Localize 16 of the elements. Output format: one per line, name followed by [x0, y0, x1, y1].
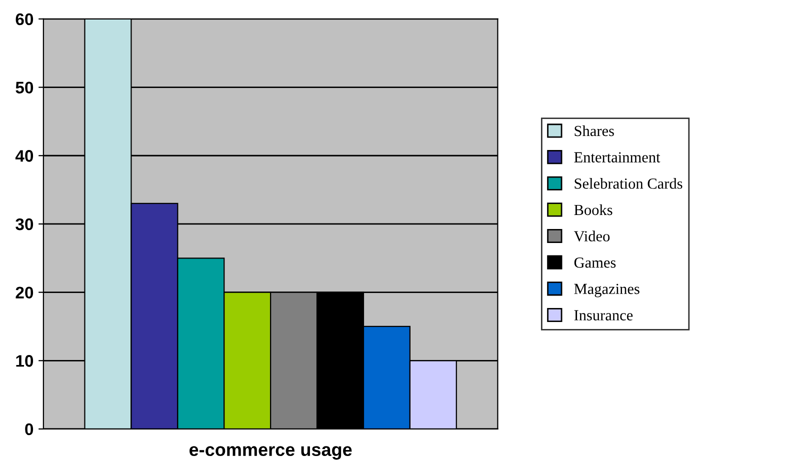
y-tick-label: 60 [16, 13, 34, 26]
y-tick-label: 10 [16, 355, 34, 367]
y-tick-label: 50 [16, 82, 34, 94]
x-tick-label: e-commerce usage [189, 446, 352, 460]
legend-label: Entertainment [574, 152, 660, 162]
legend-label: Games [574, 257, 616, 268]
y-tick-label: 40 [15, 150, 34, 162]
y-tick-label: 20 [16, 286, 34, 299]
legend-label: Selebration Cards [574, 178, 682, 189]
legend-label: Magazines [574, 284, 640, 298]
y-tick-label: 30 [16, 218, 34, 230]
legend-label: Shares [574, 125, 614, 136]
y-tick-label: 0 [25, 423, 34, 436]
legend-label: Video [574, 230, 610, 242]
legend-label: Books [574, 204, 612, 216]
legend-label: Insurance [574, 310, 633, 320]
